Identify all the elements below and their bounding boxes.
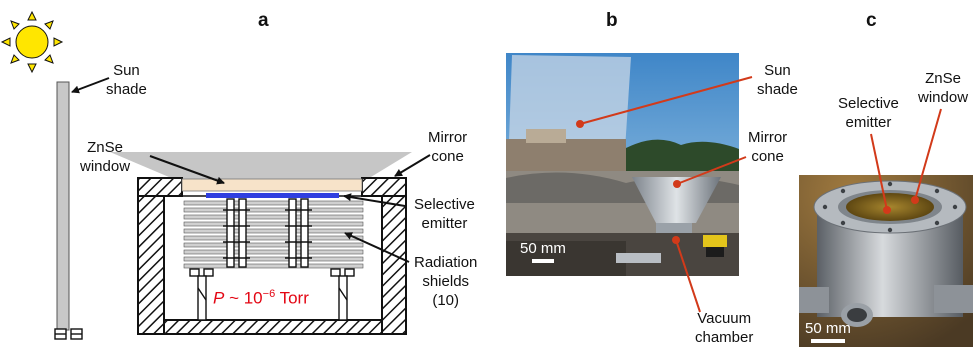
selective-emitter [206, 193, 339, 198]
arrow-znse-window [149, 155, 225, 185]
arrow-selective-emitter [343, 193, 406, 207]
photo-rooftop: 50 mm [506, 53, 739, 276]
label-znse-window-c: ZnSe window [918, 70, 969, 106]
label-znse-window-a: ZnSe window [80, 139, 131, 175]
label-sun-shade-a: Sun shade [106, 62, 147, 98]
chamber-posts [189, 268, 355, 321]
label-selective-emitter-c: Selective emitter [838, 95, 899, 131]
znse-window [181, 178, 363, 192]
arrow-mirror-cone [394, 154, 431, 177]
arrow-radiation-shields [344, 232, 410, 263]
label-mirror-cone-b: Mirror cone [748, 129, 788, 165]
scale-bar-c: 50 mm [805, 320, 851, 343]
label-sun-shade-b: Sun shade [757, 62, 798, 98]
sun-icon [0, 10, 64, 74]
label-vacuum-chamber-b: Vacuum chamber [695, 310, 754, 346]
scale-bar-b: 50 mm [520, 240, 566, 263]
arrow-sun-shade [71, 77, 110, 94]
pressure-label: P ~ 10−6 Torr [213, 288, 309, 308]
label-radiation-shields-a: Radiation shields (10) [414, 254, 478, 309]
panel-label-b: b [606, 10, 618, 31]
label-mirror-cone-a: Mirror cone [428, 129, 468, 165]
emitter-supports [223, 198, 312, 268]
sun-shade-feet [54, 328, 83, 340]
photo-rooftop-drawing [506, 53, 739, 276]
panel-label-c: c [866, 10, 877, 31]
panel-label-a: a [258, 10, 269, 31]
radiation-shields [183, 200, 364, 269]
mirror-cone [110, 152, 412, 180]
label-selective-emitter-a: Selective emitter [414, 196, 475, 232]
